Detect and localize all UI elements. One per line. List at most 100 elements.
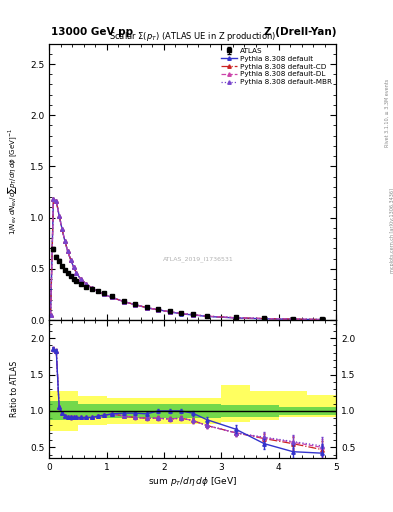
Pythia 8.308 default-DL — [71, 264, 76, 270]
Pythia 8.308 default-MBR — [101, 291, 106, 297]
Pythia 8.308 default-CD — [101, 291, 106, 297]
Pythia 8.308 default-DL — [95, 288, 100, 294]
Pythia 8.308 default-CD — [233, 315, 238, 321]
Pythia 8.308 default — [62, 238, 67, 244]
Pythia 8.308 default-CD — [84, 281, 89, 287]
Pythia 8.308 default-DL — [78, 276, 83, 282]
Pythia 8.308 default-MBR — [68, 257, 73, 263]
Pythia 8.308 default-CD — [110, 294, 115, 301]
Pythia 8.308 default-MBR — [179, 310, 184, 316]
Pythia 8.308 default-MBR — [78, 276, 83, 282]
Pythia 8.308 default-DL — [167, 309, 172, 315]
Pythia 8.308 default-DL — [121, 298, 126, 305]
Pythia 8.308 default — [65, 248, 70, 254]
Pythia 8.308 default — [179, 311, 184, 317]
Pythia 8.308 default-CD — [65, 248, 70, 254]
Pythia 8.308 default-MBR — [48, 312, 53, 318]
X-axis label: sum $p_T/d\eta\,d\phi$ [GeV]: sum $p_T/d\eta\,d\phi$ [GeV] — [148, 475, 237, 488]
Pythia 8.308 default-MBR — [144, 305, 149, 311]
Pythia 8.308 default — [51, 196, 56, 202]
Pythia 8.308 default-MBR — [167, 309, 172, 315]
Pythia 8.308 default-MBR — [51, 196, 56, 202]
Pythia 8.308 default-DL — [68, 257, 73, 263]
Pythia 8.308 default — [95, 288, 100, 294]
Text: Rivet 3.1.10, ≥ 3.3M events: Rivet 3.1.10, ≥ 3.3M events — [385, 78, 389, 147]
Pythia 8.308 default-DL — [74, 270, 79, 276]
Pythia 8.308 default-CD — [95, 288, 100, 294]
Pythia 8.308 default — [54, 198, 59, 204]
Pythia 8.308 default-DL — [84, 281, 89, 287]
Pythia 8.308 default-MBR — [262, 315, 267, 322]
Line: Pythia 8.308 default-DL: Pythia 8.308 default-DL — [49, 198, 323, 321]
Pythia 8.308 default — [101, 291, 106, 297]
Line: Pythia 8.308 default-CD: Pythia 8.308 default-CD — [49, 198, 323, 321]
Pythia 8.308 default-MBR — [121, 298, 126, 305]
Pythia 8.308 default-CD — [57, 212, 62, 219]
Pythia 8.308 default-MBR — [133, 302, 138, 308]
Pythia 8.308 default-CD — [167, 309, 172, 315]
Pythia 8.308 default-CD — [48, 312, 53, 318]
Pythia 8.308 default-DL — [60, 226, 64, 232]
Pythia 8.308 default-MBR — [320, 316, 324, 323]
Pythia 8.308 default-MBR — [156, 307, 160, 313]
Pythia 8.308 default-CD — [320, 316, 324, 323]
Pythia 8.308 default-DL — [190, 312, 195, 318]
Pythia 8.308 default — [60, 226, 64, 232]
Pythia 8.308 default-CD — [121, 298, 126, 305]
Pythia 8.308 default-CD — [62, 238, 67, 244]
Line: Pythia 8.308 default: Pythia 8.308 default — [49, 198, 323, 322]
Pythia 8.308 default-CD — [190, 312, 195, 318]
Pythia 8.308 default — [262, 316, 267, 322]
Pythia 8.308 default-DL — [291, 316, 296, 322]
Pythia 8.308 default-DL — [54, 198, 59, 204]
Pythia 8.308 default-DL — [262, 315, 267, 322]
Pythia 8.308 default-MBR — [233, 315, 238, 321]
Pythia 8.308 default-DL — [51, 196, 56, 202]
Pythia 8.308 default-MBR — [74, 270, 79, 276]
Pythia 8.308 default-DL — [205, 313, 209, 319]
Pythia 8.308 default-CD — [291, 316, 296, 322]
Pythia 8.308 default-MBR — [84, 281, 89, 287]
Pythia 8.308 default-DL — [48, 312, 53, 318]
Title: Scalar $\Sigma(p_T)$ (ATLAS UE in Z production): Scalar $\Sigma(p_T)$ (ATLAS UE in Z prod… — [109, 30, 276, 44]
Pythia 8.308 default-CD — [262, 315, 267, 322]
Pythia 8.308 default-DL — [133, 302, 138, 308]
Pythia 8.308 default — [133, 302, 138, 308]
Pythia 8.308 default-CD — [179, 310, 184, 316]
Pythia 8.308 default — [291, 316, 296, 323]
Pythia 8.308 default-DL — [65, 248, 70, 254]
Y-axis label: Ratio to ATLAS: Ratio to ATLAS — [10, 361, 19, 417]
Text: mcplots.cern.ch [arXiv:1306.3436]: mcplots.cern.ch [arXiv:1306.3436] — [390, 188, 393, 273]
Pythia 8.308 default-CD — [133, 302, 138, 308]
Pythia 8.308 default-MBR — [291, 316, 296, 322]
Pythia 8.308 default — [74, 270, 79, 276]
Pythia 8.308 default — [71, 264, 76, 270]
Pythia 8.308 default — [205, 313, 209, 319]
Pythia 8.308 default — [167, 309, 172, 315]
Pythia 8.308 default-MBR — [95, 288, 100, 294]
Pythia 8.308 default-DL — [101, 291, 106, 297]
Text: ATLAS_2019_I1736531: ATLAS_2019_I1736531 — [163, 257, 234, 262]
Pythia 8.308 default-MBR — [60, 226, 64, 232]
Pythia 8.308 default — [57, 212, 62, 219]
Pythia 8.308 default-MBR — [57, 212, 62, 219]
Pythia 8.308 default-CD — [68, 257, 73, 263]
Pythia 8.308 default-DL — [57, 212, 62, 219]
Pythia 8.308 default-DL — [90, 285, 95, 291]
Pythia 8.308 default — [110, 294, 115, 301]
Pythia 8.308 default — [68, 257, 73, 263]
Pythia 8.308 default-CD — [90, 285, 95, 291]
Pythia 8.308 default-CD — [78, 276, 83, 282]
Pythia 8.308 default-CD — [144, 305, 149, 311]
Legend: ATLAS, Pythia 8.308 default, Pythia 8.308 default-CD, Pythia 8.308 default-DL, P: ATLAS, Pythia 8.308 default, Pythia 8.30… — [218, 45, 334, 88]
Text: Z (Drell-Yan): Z (Drell-Yan) — [264, 27, 336, 37]
Pythia 8.308 default-CD — [156, 307, 160, 313]
Pythia 8.308 default-MBR — [90, 285, 95, 291]
Pythia 8.308 default-MBR — [71, 264, 76, 270]
Pythia 8.308 default-MBR — [65, 248, 70, 254]
Pythia 8.308 default-CD — [54, 198, 59, 204]
Text: 13000 GeV pp: 13000 GeV pp — [51, 27, 133, 37]
Pythia 8.308 default-CD — [60, 226, 64, 232]
Pythia 8.308 default-CD — [51, 196, 56, 202]
Pythia 8.308 default-CD — [71, 264, 76, 270]
